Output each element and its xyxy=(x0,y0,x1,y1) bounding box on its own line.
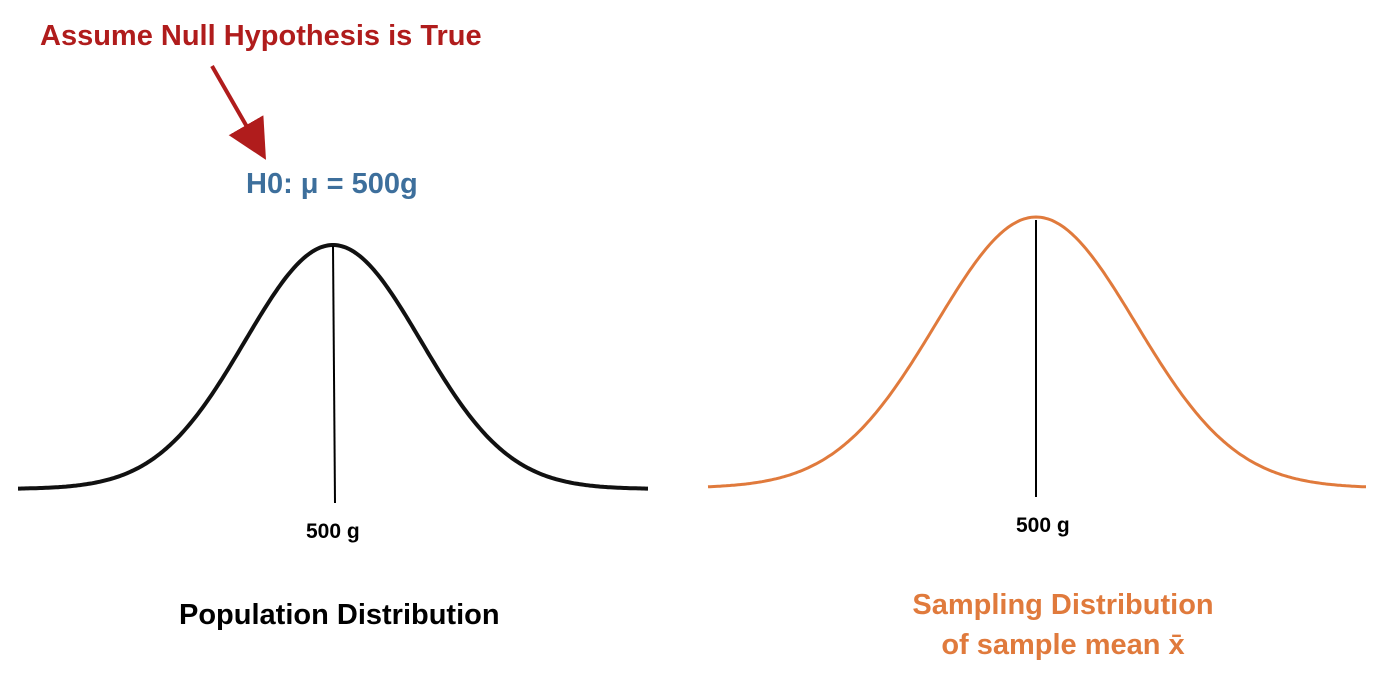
sampling-distribution-curve xyxy=(707,215,1366,489)
sampling-distribution-caption: Sampling Distribution of sample mean x̄ xyxy=(898,585,1228,665)
sampling-caption-line-2: of sample mean x̄ xyxy=(941,629,1185,661)
pointer-arrow xyxy=(210,65,266,160)
population-mean-line xyxy=(332,245,336,504)
null-hypothesis-annotation: Assume Null Hypothesis is True xyxy=(40,20,482,52)
null-hypothesis-statement: H0: μ = 500g xyxy=(246,168,418,200)
sampling-caption-line-1: Sampling Distribution xyxy=(912,589,1214,621)
sampling-mean-label: 500 g xyxy=(1016,514,1070,537)
population-mean-label: 500 g xyxy=(306,520,360,543)
population-distribution-curve xyxy=(18,243,648,491)
population-distribution-caption: Population Distribution xyxy=(179,599,500,631)
